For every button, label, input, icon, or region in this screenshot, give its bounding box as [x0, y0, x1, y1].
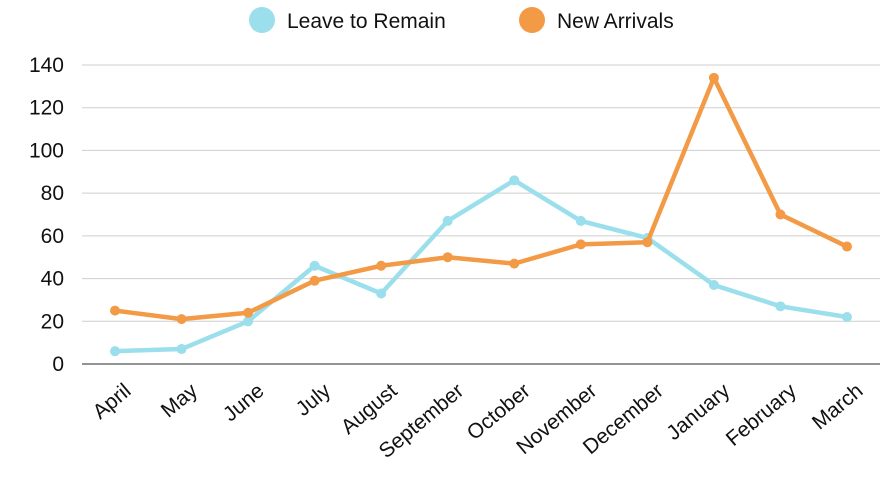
x-tick-label: May [157, 379, 203, 422]
y-axis-ticks: 0 20 40 60 80 100 120 140 [29, 54, 64, 376]
data-point [309, 275, 320, 286]
data-point [575, 239, 586, 250]
data-point [442, 215, 453, 226]
data-point [309, 260, 320, 271]
data-point [442, 252, 453, 263]
data-point [775, 209, 786, 220]
legend-item: Leave to Remain [249, 7, 446, 33]
data-point [509, 258, 520, 269]
data-point [376, 260, 387, 271]
data-point [376, 288, 387, 299]
x-axis-ticks: April May June July AugustSeptemberOctoberNo… [89, 379, 868, 463]
data-point [708, 72, 719, 83]
data-point [243, 316, 254, 327]
data-point [509, 175, 520, 186]
data-point [110, 305, 120, 316]
x-tick-label: April [89, 379, 136, 424]
series-lines [110, 72, 852, 357]
series-line [112, 75, 850, 322]
y-tick-label: 60 [41, 225, 64, 248]
x-tick-label: July [292, 379, 336, 421]
data-point [642, 237, 653, 248]
series-new-arrivals [110, 72, 852, 325]
y-tick-label: 140 [29, 54, 64, 77]
legend: Leave to Remain New Arrivals [249, 7, 674, 33]
series-leave-to-remain [110, 175, 852, 357]
y-tick-label: 80 [41, 182, 64, 205]
series-line [112, 178, 850, 354]
gridlines [82, 64, 880, 365]
data-point [176, 314, 187, 325]
data-point [110, 346, 120, 357]
legend-swatch [249, 7, 275, 33]
data-point [708, 279, 719, 290]
legend-swatch [519, 7, 545, 33]
data-point [243, 307, 254, 318]
data-point [842, 312, 852, 323]
legend-label: Leave to Remain [287, 10, 446, 33]
legend-item: New Arrivals [519, 7, 674, 33]
y-tick-label: 0 [52, 353, 64, 376]
y-tick-label: 100 [29, 139, 64, 162]
x-tick-label: March [808, 379, 867, 434]
y-tick-label: 20 [41, 310, 64, 333]
y-tick-label: 120 [29, 97, 64, 120]
y-tick-label: 40 [41, 268, 64, 291]
data-point [176, 344, 187, 355]
data-point [775, 301, 786, 312]
x-tick-label: February [722, 379, 802, 451]
legend-label: New Arrivals [557, 10, 674, 33]
data-point [842, 241, 852, 252]
x-tick-label: June [219, 379, 269, 426]
data-point [575, 215, 586, 226]
